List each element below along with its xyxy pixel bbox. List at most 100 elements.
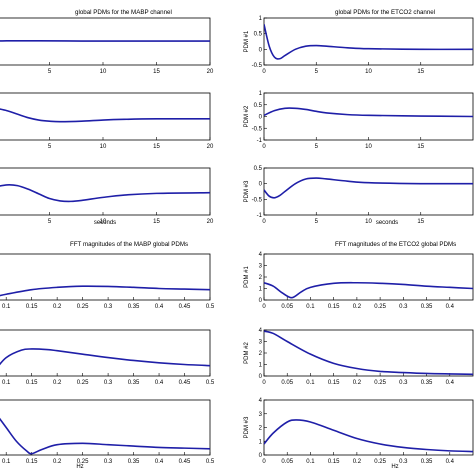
y-tick-label: 1 (259, 16, 263, 22)
panel-1: PDM #1-0.500.510 5 10 15 (244, 16, 474, 75)
x-tick-label: 0.5 (206, 304, 215, 310)
y-axis-label: PDM #1 (244, 30, 250, 52)
panel-1: 5 10 15 20 (0, 17, 214, 75)
x-tick-label: 0.2 (353, 459, 362, 465)
x-tick-label: 5 (315, 144, 319, 150)
x-tick-label: 5 (48, 219, 52, 225)
x-tick-label: 0.2 (53, 459, 62, 465)
panel-3: PDM #3 0 1 2 3 4 0 0.05 0.1 0.15 0.2 0.25 0.3 0.35 0.4 (244, 398, 474, 465)
x-tick-label: 0.35 (421, 304, 433, 310)
series-line (264, 107, 473, 118)
y-tick-label: 4 (259, 252, 263, 258)
y-tick-label: 0 (259, 453, 263, 459)
x-tick-label: 0.25 (374, 304, 386, 310)
y-tick-label: 2 (259, 426, 263, 432)
y-tick-label: 0.5 (254, 32, 263, 38)
panel-2: PDM #2-1-0.500.510 5 10 15 (244, 91, 474, 150)
series-line (0, 108, 210, 123)
x-tick-label: 0.15 (26, 380, 38, 386)
panel-3: 0.1 0.15 0.2 0.25 0.3 0.35 0.4 0.45 0.5 (0, 399, 215, 465)
x-tick-label: 0 (262, 144, 266, 150)
y-axis-label: PDM #2 (244, 342, 250, 364)
x-tick-label: 0.45 (179, 459, 191, 465)
y-axis-label: PDM #3 (244, 180, 250, 202)
x-axis-label: Hz (391, 464, 398, 470)
y-tick-label: -0.5 (252, 63, 263, 69)
x-tick-label: 15 (417, 144, 424, 150)
x-tick-label: 20 (207, 144, 214, 150)
y-tick-label: -1 (257, 138, 263, 144)
x-tick-label: 0.15 (26, 459, 38, 465)
x-tick-label: 0.4 (446, 380, 455, 386)
panel-2: 0.1 0.15 0.2 0.25 0.3 0.35 0.4 0.45 0.5 (0, 329, 215, 386)
x-tick-label: 0.1 (306, 459, 315, 465)
x-tick-label: 20 (207, 69, 214, 75)
axes-box (263, 329, 474, 377)
series-line (0, 184, 210, 203)
x-tick-label: 10 (365, 144, 372, 150)
axes-box (0, 92, 211, 141)
y-tick-label: 0 (259, 115, 263, 121)
y-tick-label: 3 (259, 264, 263, 270)
x-tick-label: 0.15 (26, 304, 38, 310)
y-tick-label: 1 (259, 439, 263, 445)
x-tick-label: 0.4 (155, 304, 164, 310)
panel-3: PDM #3 -1 -0.5 0 0.5 0 5 10 15 (244, 166, 474, 225)
y-tick-label: 3 (259, 340, 263, 346)
y-tick-label: 2 (259, 351, 263, 357)
y-tick-label: 4 (259, 328, 263, 334)
x-axis-label: seconds (94, 220, 116, 226)
chart-group-2: global PDMs for the ETCO2 channel PDM #1 -… (244, 9, 474, 226)
axes-box (263, 17, 474, 66)
x-tick-label: 0.1 (306, 380, 315, 386)
x-tick-label: 0.2 (53, 380, 62, 386)
x-tick-label: 0 (262, 304, 266, 310)
axes-box (0, 329, 211, 377)
y-tick-label: 3 (259, 412, 263, 418)
x-tick-label: 0.25 (374, 380, 386, 386)
chart-title: FFT magnitudes of the ETCO2 global PDMs (335, 241, 456, 248)
x-tick-label: 0.35 (421, 459, 433, 465)
x-tick-label: 0.4 (155, 380, 164, 386)
x-tick-label: 0.15 (328, 304, 340, 310)
series-line (264, 281, 473, 299)
x-tick-label: 15 (153, 144, 160, 150)
panel-1: 0.1 0.15 0.2 0.25 0.3 0.35 0.4 0.45 0.5 (0, 253, 215, 310)
x-tick-label: 0.35 (128, 304, 140, 310)
x-tick-label: 10 (100, 144, 107, 150)
x-tick-label: 0.5 (206, 459, 215, 465)
axes-box (0, 399, 211, 456)
x-tick-label: 0.1 (2, 380, 11, 386)
panel-3: 5 10 15 20 (0, 167, 214, 225)
x-axis-label: seconds (376, 220, 398, 226)
x-tick-label: 0.25 (77, 459, 89, 465)
y-tick-label: 0 (259, 298, 263, 304)
x-tick-label: 0 (262, 380, 266, 386)
y-tick-label: 1 (259, 287, 263, 293)
x-tick-label: 20 (207, 219, 214, 225)
y-tick-label: -0.5 (252, 126, 263, 132)
y-tick-label: -1 (257, 213, 263, 219)
x-tick-label: 0.45 (179, 304, 191, 310)
x-tick-label: 0.1 (2, 459, 11, 465)
x-tick-label: 15 (153, 69, 160, 75)
x-tick-label: 0 (262, 69, 266, 75)
series-line (264, 419, 473, 453)
series-line (264, 177, 473, 199)
x-tick-label: 10 (365, 69, 372, 75)
x-tick-label: 15 (153, 219, 160, 225)
y-tick-label: 0.5 (254, 103, 263, 109)
x-tick-label: 15 (417, 69, 424, 75)
y-tick-label: -0.5 (252, 197, 263, 203)
x-tick-label: 0.45 (179, 380, 191, 386)
y-tick-label: 0 (259, 374, 263, 380)
panel-2: PDM #2 0 1 2 3 4 0 0.05 0.1 0.15 0.2 0.25 0.3 0.35 0.4 (244, 328, 474, 386)
axes-box (263, 399, 474, 456)
x-tick-label: 0.35 (421, 380, 433, 386)
x-tick-label: 0.1 (2, 304, 11, 310)
x-tick-label: 5 (48, 69, 52, 75)
x-tick-label: 0.3 (104, 459, 113, 465)
series-line (0, 285, 210, 297)
